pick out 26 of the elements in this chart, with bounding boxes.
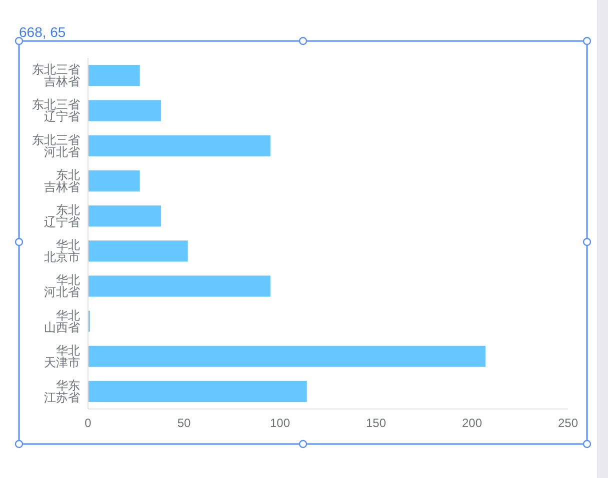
- bar: [88, 205, 161, 226]
- bar: [88, 170, 140, 192]
- bar: [88, 276, 270, 297]
- x-tick-label: 150: [366, 416, 386, 430]
- x-tick-label: 50: [177, 416, 191, 430]
- bar: [88, 100, 161, 122]
- y-tick-label: 华东江苏省: [44, 378, 80, 404]
- y-tick-label: 东北辽宁省: [44, 202, 80, 229]
- x-tick-label: 100: [270, 416, 290, 430]
- x-tick-label: 250: [558, 416, 578, 430]
- y-tick-label: 东北吉林省: [44, 168, 80, 194]
- bar: [88, 240, 188, 262]
- bar: [88, 346, 486, 367]
- y-tick-label: 东北三省河北省: [32, 132, 80, 159]
- y-tick-label: 东北三省辽宁省: [32, 98, 80, 124]
- bar: [88, 135, 270, 156]
- y-tick-label: 东北三省吉林省: [32, 62, 80, 89]
- y-tick-label: 华北山西省: [44, 308, 80, 334]
- y-tick-label: 华北天津市: [44, 343, 80, 370]
- bar: [88, 380, 307, 402]
- text: 668, 65: [19, 24, 66, 40]
- x-tick-label: 0: [84, 416, 92, 430]
- y-tick-label: 华北北京市: [44, 238, 80, 264]
- x-tick-label: 200: [462, 416, 482, 430]
- y-tick-label: 华北河北省: [44, 273, 80, 300]
- bar: [88, 65, 140, 86]
